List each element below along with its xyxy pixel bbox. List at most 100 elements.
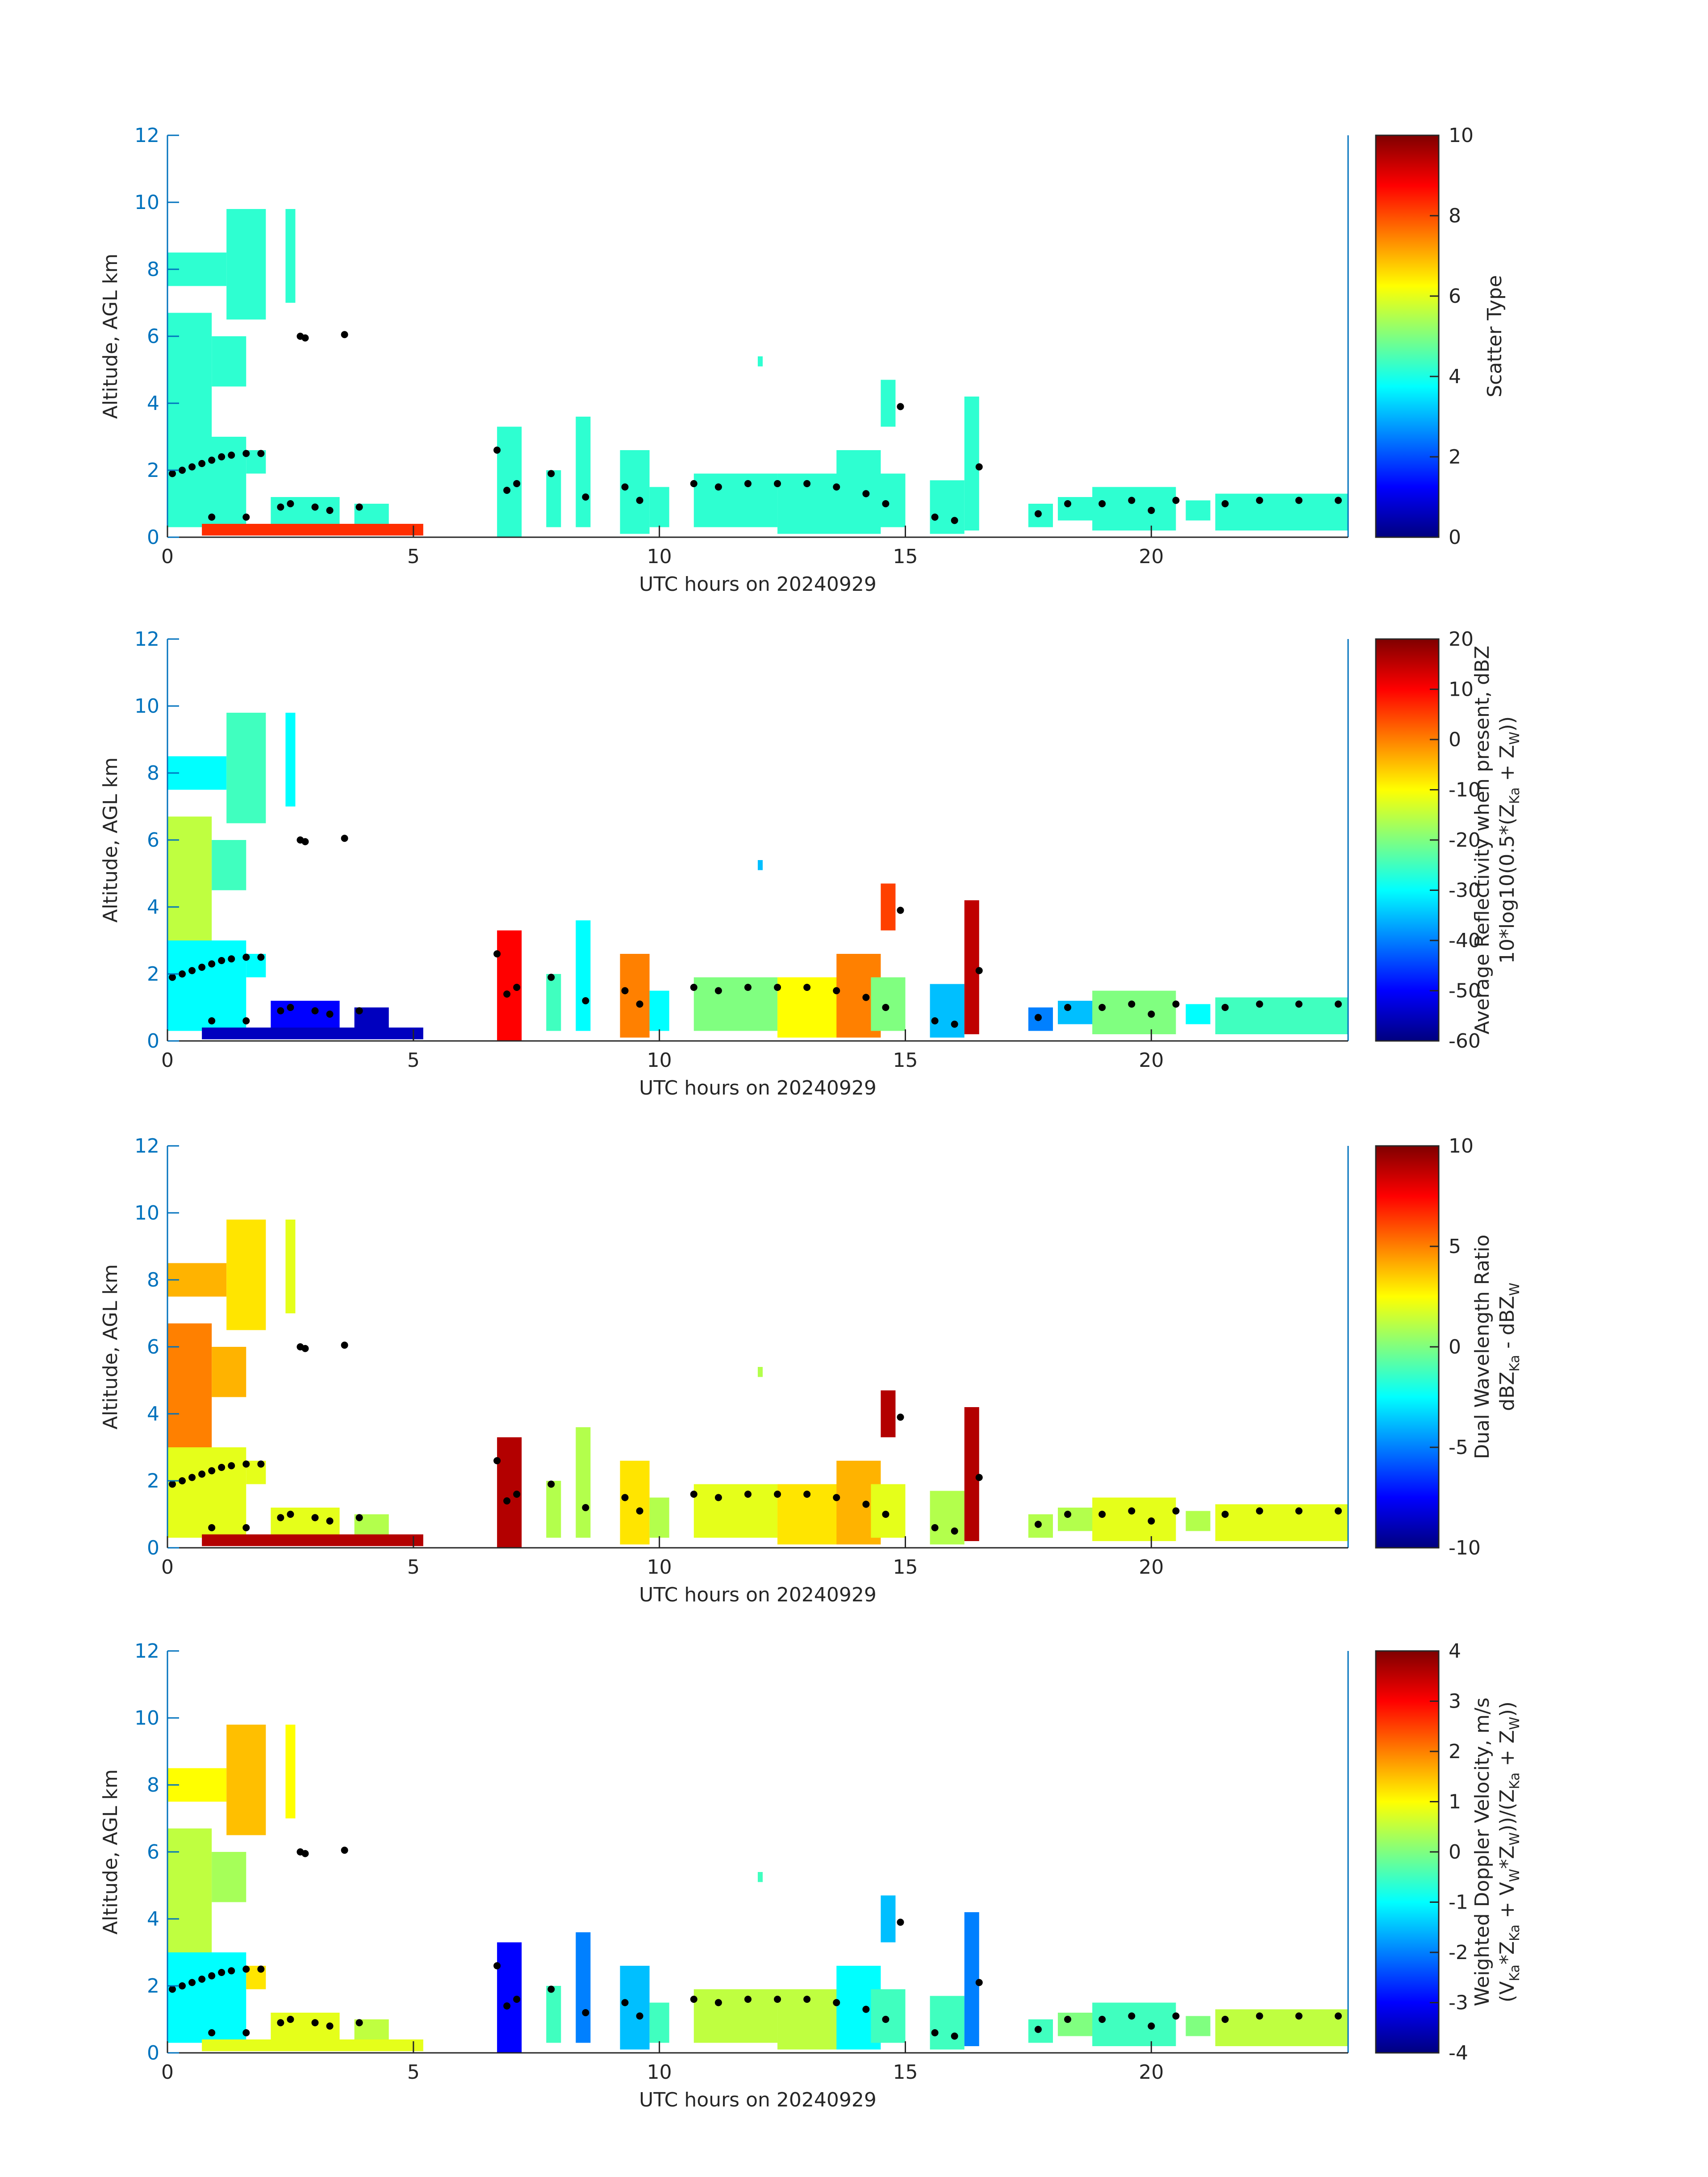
data-cell [1215,493,1348,531]
data-cell [1092,990,1176,1034]
data-cell [871,473,906,527]
y-tick-label: 2 [147,1470,159,1492]
y-tick-label: 2 [147,963,159,986]
cloud-base-point [951,1020,958,1028]
x-tick-label: 15 [893,545,918,568]
cloud-base-point [242,1017,250,1024]
data-cell [930,1491,965,1545]
x-tick-label: 10 [647,2061,672,2084]
x-tick-label: 20 [1139,1556,1164,1579]
data-cell [693,1989,778,2043]
cloud-base-point [975,463,983,471]
y-tick-label: 0 [147,1030,159,1053]
colorbar-label: dBZKa - dBZW [1496,1283,1523,1411]
x-tick-label: 5 [407,1049,420,1072]
data-cell [285,1725,296,1818]
cloud-base-point [582,1504,589,1511]
cloud-base-point [547,974,555,981]
cloud-base-point [287,1004,294,1011]
cloud-base-point [169,470,176,477]
cloud-base-point [862,2006,870,2013]
cloud-base-point [301,838,309,845]
x-tick-label: 5 [407,545,420,568]
cloud-base-point [1334,2012,1342,2020]
data-cell [1186,2016,1211,2036]
x-axis-label: UTC hours on 20240929 [639,1077,877,1099]
colorbar-label-part: Dual Wavelength Ratio [1471,1235,1494,1459]
cloud-base-point [951,517,958,524]
cloud-base-point [1295,1000,1303,1008]
colorbar-tick-label: -50 [1449,980,1481,1003]
cloud-base-point [257,1460,265,1468]
x-tick-label: 10 [647,1049,672,1072]
data-cell [930,480,965,534]
cloud-base-point [503,990,511,998]
cloud-base-point [242,1965,250,1973]
data-cell [693,977,778,1031]
cloud-base-point [833,1999,840,2006]
data-cell [226,1725,266,1835]
colorbar [1375,1650,1440,2054]
y-tick-label: 12 [134,124,159,147]
cloud-base-point [355,1514,363,1521]
data-cell [226,713,266,823]
colorbar-tick-label: -3 [1449,1992,1468,2014]
y-tick-label: 6 [147,1336,159,1358]
data-cell [649,990,669,1031]
cloud-base-point [897,907,904,914]
data-cell [1215,1504,1348,1541]
y-tick-label: 6 [147,829,159,852]
x-tick-label: 10 [647,545,672,568]
data-cell [881,883,896,931]
cloud-base-point [257,1965,265,1973]
x-tick-label: 0 [161,1049,174,1072]
cloud-base-point [326,1517,334,1525]
colorbar-tick-label: 2 [1449,1740,1461,1763]
cloud-base-point [493,1457,501,1464]
cloud-base-point [1334,1507,1342,1515]
cloud-base-point [1128,1507,1136,1515]
data-cell [930,984,965,1038]
y-tick-label: 10 [134,1202,159,1224]
data-cell [881,380,896,427]
cloud-base-point [188,1474,196,1481]
cloud-base-point [1334,1000,1342,1008]
colorbar-label-part: )) [1496,1701,1519,1717]
y-tick-label: 4 [147,392,159,415]
cloud-base-point [1221,500,1229,507]
colorbar-tick-label: -20 [1449,829,1481,852]
cloud-base-point [287,2016,294,2023]
cloud-base-point [169,974,176,981]
data-cell [1092,487,1176,531]
data-cell [881,1895,896,1943]
cloud-base-point [975,1979,983,1986]
cloud-base-point [513,984,521,991]
colorbar-label-part: W [1507,1869,1523,1882]
x-tick-label: 5 [407,2061,420,2084]
x-tick-label: 0 [161,1556,174,1579]
cloud-base-point [169,1985,176,1993]
cloud-base-point [897,1918,904,1926]
cloud-base-point [493,447,501,454]
y-tick-label: 6 [147,325,159,348]
x-tick-label: 0 [161,545,174,568]
cloud-base-point [228,955,235,963]
cloud-base-point [744,480,752,487]
cloud-base-point [621,1494,629,1501]
cloud-base-point [242,953,250,961]
colorbar-tick-label: -2 [1449,1941,1468,1964]
colorbar-label-part: + Z [1496,745,1519,787]
colorbar-label-part: Ka [1507,1964,1523,1981]
colorbar-label-part: *Z [1496,1941,1519,1964]
colorbar-tick-label: -10 [1449,1537,1481,1559]
colorbar-label-part: Ka [1507,1772,1523,1789]
data-cell [758,356,763,367]
cloud-base-point [242,514,250,521]
cloud-base-point [1295,1507,1303,1515]
data-cell [649,2002,669,2043]
y-axis-label: Altitude, AGL km [99,254,122,419]
data-cell [212,1852,246,1902]
